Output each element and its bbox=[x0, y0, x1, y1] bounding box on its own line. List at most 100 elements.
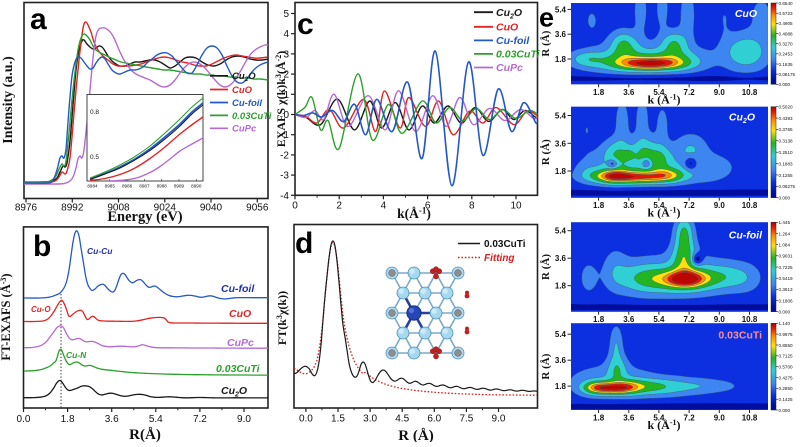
svg-text:5.4: 5.4 bbox=[555, 5, 567, 14]
svg-text:0.5020: 0.5020 bbox=[779, 105, 793, 110]
svg-text:9024: 9024 bbox=[154, 202, 177, 213]
svg-text:R (Å): R (Å) bbox=[540, 30, 552, 56]
svg-text:Cu-foil: Cu-foil bbox=[232, 98, 262, 109]
svg-text:1.8: 1.8 bbox=[593, 414, 605, 423]
svg-text:3.6: 3.6 bbox=[555, 30, 567, 39]
svg-text:0.000: 0.000 bbox=[779, 196, 791, 201]
svg-text:7.2: 7.2 bbox=[193, 414, 207, 425]
svg-text:0.0: 0.0 bbox=[17, 414, 31, 425]
svg-text:R(Å): R(Å) bbox=[129, 427, 161, 442]
svg-text:1.8: 1.8 bbox=[61, 414, 75, 425]
svg-text:1.8: 1.8 bbox=[555, 382, 567, 391]
svg-text:c: c bbox=[297, 8, 314, 41]
svg-text:1.8: 1.8 bbox=[593, 201, 605, 210]
svg-text:0.03CuTi: 0.03CuTi bbox=[232, 111, 272, 122]
svg-text:0.2850: 0.2850 bbox=[779, 386, 793, 391]
svg-text:5.4: 5.4 bbox=[555, 227, 567, 236]
svg-text:5.4: 5.4 bbox=[555, 330, 567, 339]
svg-text:0.2510: 0.2510 bbox=[779, 150, 793, 155]
svg-text:8988: 8988 bbox=[157, 184, 168, 189]
svg-text:CuPc: CuPc bbox=[227, 337, 254, 349]
svg-text:10.8: 10.8 bbox=[742, 414, 758, 423]
svg-text:1.8: 1.8 bbox=[555, 282, 567, 291]
svg-text:0.03CuTi: 0.03CuTi bbox=[718, 329, 762, 341]
svg-text:Cu2O: Cu2O bbox=[232, 71, 256, 83]
svg-text:7.2: 7.2 bbox=[684, 414, 696, 423]
svg-text:9.0: 9.0 bbox=[714, 315, 726, 324]
svg-text:1.8: 1.8 bbox=[555, 167, 567, 176]
svg-text:8990: 8990 bbox=[191, 184, 202, 189]
svg-text:9.0: 9.0 bbox=[714, 201, 726, 210]
svg-text:6.0: 6.0 bbox=[427, 414, 441, 425]
svg-text:CuPc: CuPc bbox=[496, 62, 523, 74]
svg-text:3.6: 3.6 bbox=[623, 201, 635, 210]
svg-text:0.1425: 0.1425 bbox=[779, 397, 793, 402]
svg-text:0.000: 0.000 bbox=[779, 82, 791, 87]
svg-text:FT-EXAFS (Å-3): FT-EXAFS (Å-3) bbox=[0, 273, 13, 360]
svg-text:0.5: 0.5 bbox=[90, 154, 99, 161]
svg-text:1.5: 1.5 bbox=[331, 414, 345, 425]
svg-text:b: b bbox=[33, 230, 51, 263]
svg-text:0.03CuTi: 0.03CuTi bbox=[484, 239, 526, 250]
svg-text:0.03CuTi: 0.03CuTi bbox=[496, 49, 541, 61]
svg-text:-4: -4 bbox=[280, 191, 289, 202]
svg-text:0.0: 0.0 bbox=[299, 414, 313, 425]
svg-text:Cu2O: Cu2O bbox=[221, 385, 247, 399]
svg-text:a: a bbox=[30, 3, 47, 36]
svg-text:CuPc: CuPc bbox=[232, 124, 257, 135]
svg-text:0.8: 0.8 bbox=[90, 109, 99, 116]
svg-text:Intensity (a.u.): Intensity (a.u.) bbox=[1, 56, 16, 144]
svg-text:0.4275: 0.4275 bbox=[779, 375, 793, 380]
svg-text:R (Å): R (Å) bbox=[540, 139, 552, 165]
svg-text:0.000: 0.000 bbox=[779, 408, 791, 413]
svg-text:0.6540: 0.6540 bbox=[779, 1, 793, 6]
svg-text:8986: 8986 bbox=[122, 184, 133, 189]
svg-text:0.8550: 0.8550 bbox=[779, 343, 793, 348]
svg-text:0.000: 0.000 bbox=[779, 310, 791, 315]
svg-text:EXAFS χ(k)k3(Å-2): EXAFS χ(k)k3(Å-2) bbox=[274, 51, 288, 148]
svg-text:Cu-Cu: Cu-Cu bbox=[87, 246, 113, 256]
svg-text:8987: 8987 bbox=[139, 184, 150, 189]
svg-text:3.6: 3.6 bbox=[555, 254, 567, 263]
svg-text:5.4: 5.4 bbox=[149, 414, 163, 425]
svg-text:9008: 9008 bbox=[107, 202, 130, 213]
svg-text:Fitting: Fitting bbox=[484, 253, 515, 264]
svg-text:1.140: 1.140 bbox=[779, 321, 791, 326]
svg-text:Cu-foil: Cu-foil bbox=[221, 283, 255, 295]
svg-text:1: 1 bbox=[283, 90, 289, 101]
svg-text:0.4393: 0.4393 bbox=[779, 116, 793, 121]
svg-text:6: 6 bbox=[425, 200, 431, 211]
svg-text:0.1806: 0.1806 bbox=[779, 298, 793, 303]
svg-text:0.3765: 0.3765 bbox=[779, 127, 793, 132]
svg-text:0.5723: 0.5723 bbox=[779, 11, 793, 16]
svg-text:CuO: CuO bbox=[232, 85, 253, 96]
svg-text:8976: 8976 bbox=[15, 202, 38, 213]
svg-text:CuO: CuO bbox=[735, 8, 757, 20]
svg-text:0: 0 bbox=[292, 200, 298, 211]
svg-text:10: 10 bbox=[510, 200, 522, 211]
svg-text:8: 8 bbox=[469, 200, 475, 211]
svg-text:Cu2O: Cu2O bbox=[496, 7, 522, 21]
svg-text:0.2453: 0.2453 bbox=[779, 52, 793, 57]
svg-text:Cu-N: Cu-N bbox=[66, 350, 87, 360]
svg-text:8992: 8992 bbox=[61, 202, 84, 213]
svg-text:-2: -2 bbox=[280, 150, 289, 161]
svg-text:Cu2O: Cu2O bbox=[729, 112, 755, 126]
svg-text:0.5700: 0.5700 bbox=[779, 364, 793, 369]
svg-text:0.9031: 0.9031 bbox=[779, 254, 793, 259]
svg-text:7.2: 7.2 bbox=[684, 201, 696, 210]
svg-text:0.3613: 0.3613 bbox=[779, 287, 793, 292]
svg-text:5.4: 5.4 bbox=[653, 201, 665, 210]
svg-text:e: e bbox=[539, 3, 554, 33]
svg-text:9.0: 9.0 bbox=[714, 414, 726, 423]
svg-text:0.9975: 0.9975 bbox=[779, 332, 793, 337]
svg-text:3.6: 3.6 bbox=[623, 315, 635, 324]
svg-text:3.0: 3.0 bbox=[363, 414, 377, 425]
svg-text:k(Å-1): k(Å-1) bbox=[397, 206, 431, 222]
svg-text:CuO: CuO bbox=[229, 308, 251, 320]
svg-text:9056: 9056 bbox=[246, 202, 269, 213]
svg-text:4: 4 bbox=[381, 200, 387, 211]
svg-text:10.8: 10.8 bbox=[742, 88, 758, 97]
svg-text:5.4: 5.4 bbox=[653, 414, 665, 423]
svg-text:0.4905: 0.4905 bbox=[779, 21, 793, 26]
